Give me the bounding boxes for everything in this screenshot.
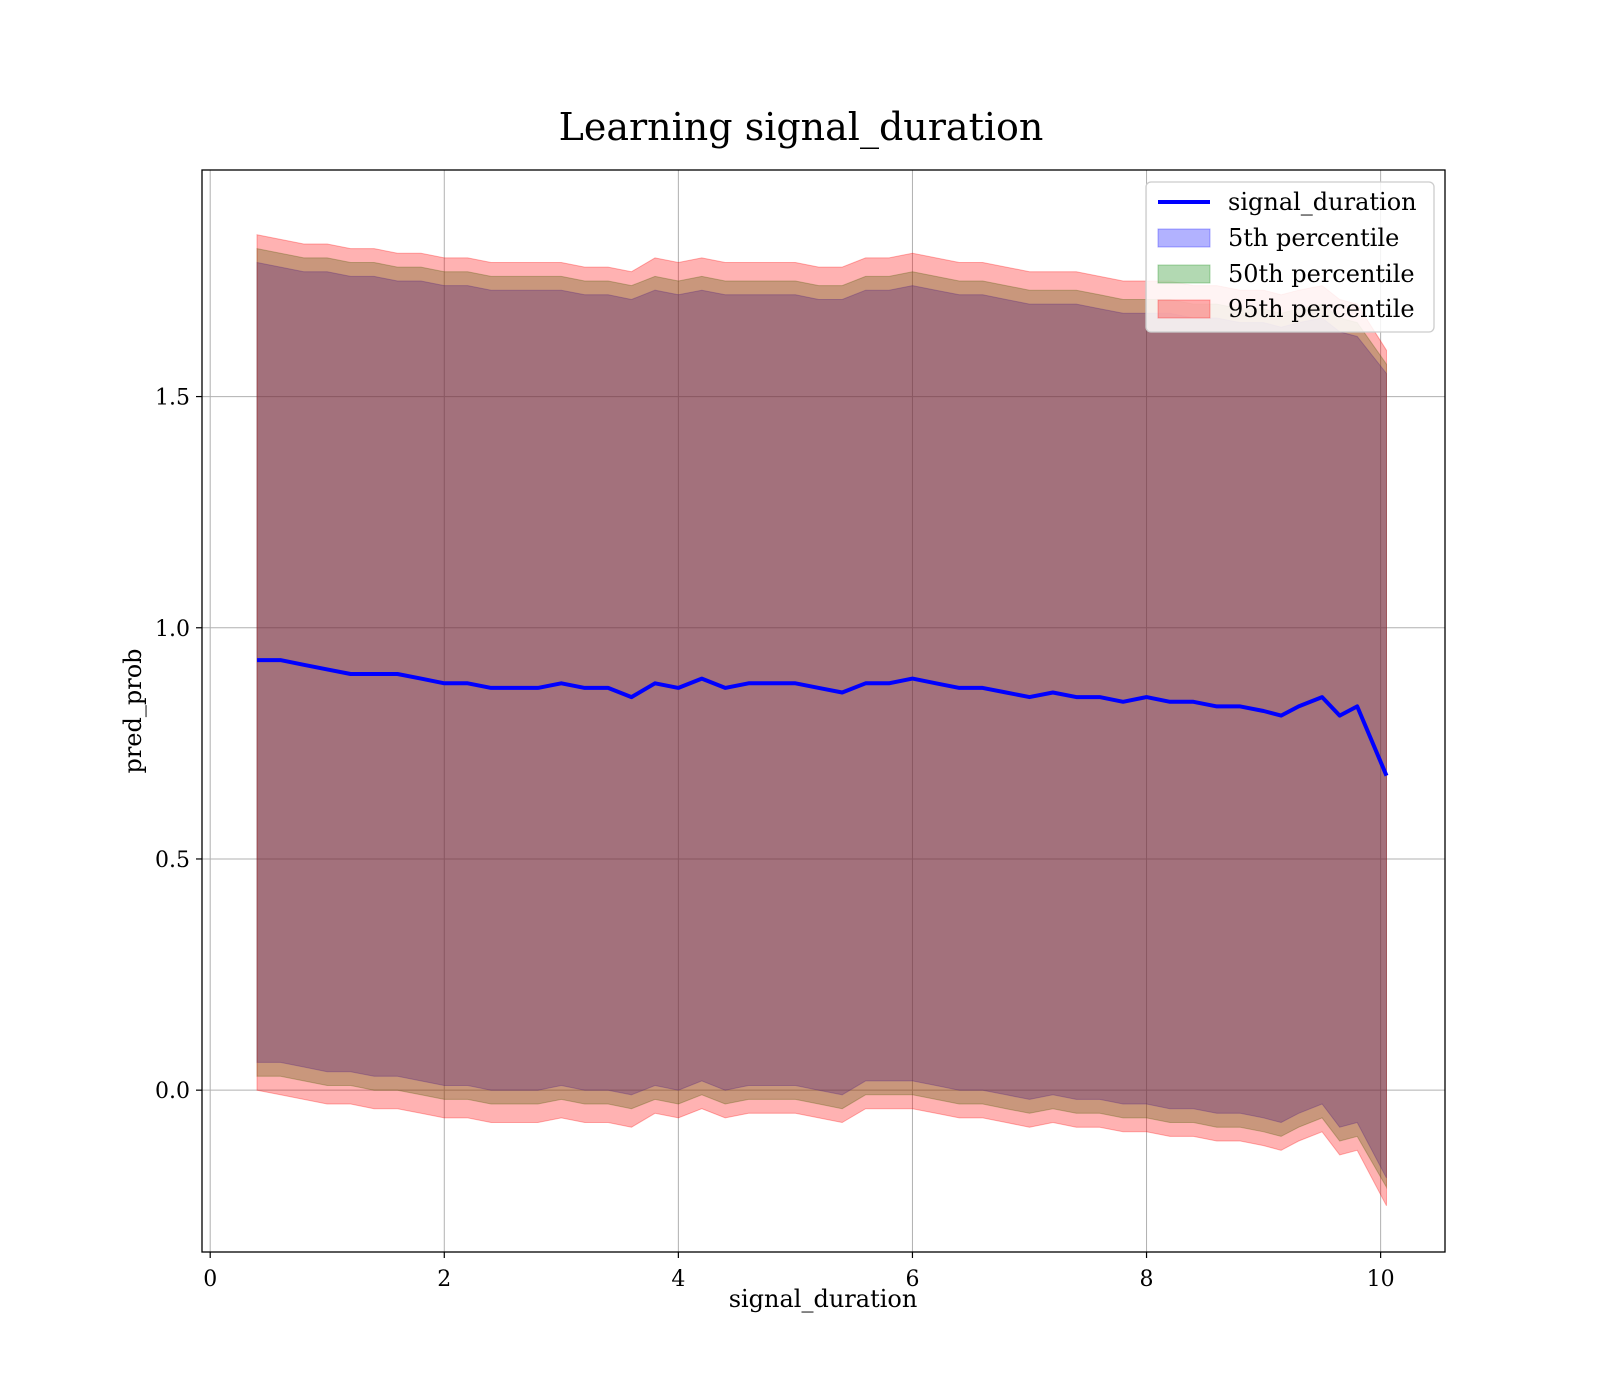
tick-layer: 0 2 4 6 8 10 0.0 0.5 1.0 1.5 <box>155 386 1395 1292</box>
plot-background <box>202 170 1445 1252</box>
legend-swatch-5th-percentile <box>1157 228 1211 248</box>
plot-area <box>201 169 1446 1253</box>
x-tick-label: 10 <box>1367 1267 1395 1292</box>
x-tick-label: 4 <box>671 1267 685 1292</box>
band-50th-percentile <box>256 247 1387 1190</box>
y-tick-label: 0.0 <box>155 1079 190 1104</box>
x-tick-label: 8 <box>1140 1267 1154 1292</box>
x-axis-label: signal_duration <box>729 1285 918 1313</box>
legend: signal_duration 5th percentile 50th percen… <box>1145 181 1435 333</box>
y-tick-label: 1.5 <box>155 386 190 411</box>
line-signal-duration <box>257 658 1389 777</box>
band-95th-percentile <box>256 234 1387 1207</box>
y-tick-label: 0.5 <box>155 848 190 873</box>
plot-frame <box>201 169 1446 1253</box>
grid-layer <box>202 170 1445 1252</box>
legend-swatch-95th-percentile <box>1157 299 1211 319</box>
y-axis-label: pred_prob <box>119 648 147 773</box>
chart-title: Learning signal_duration <box>559 105 1044 150</box>
band-5th-percentile <box>256 261 1387 1179</box>
x-tick-label: 6 <box>905 1267 919 1292</box>
legend-label-50th-percentile: 50th percentile <box>1228 260 1415 288</box>
x-tick-label: 0 <box>203 1267 217 1292</box>
legend-box <box>1145 181 1435 333</box>
legend-label-5th-percentile: 5th percentile <box>1228 224 1399 252</box>
x-tick-label: 2 <box>437 1267 451 1292</box>
legend-label-signal-duration: signal_duration <box>1228 188 1417 216</box>
legend-items: signal_duration 5th percentile 50th percen… <box>1157 188 1417 323</box>
band-layer <box>256 234 1387 1207</box>
legend-swatch-50th-percentile <box>1157 264 1211 284</box>
line-layer <box>257 658 1389 777</box>
legend-label-95th-percentile: 95th percentile <box>1228 295 1415 323</box>
y-tick-label: 1.0 <box>155 617 190 642</box>
